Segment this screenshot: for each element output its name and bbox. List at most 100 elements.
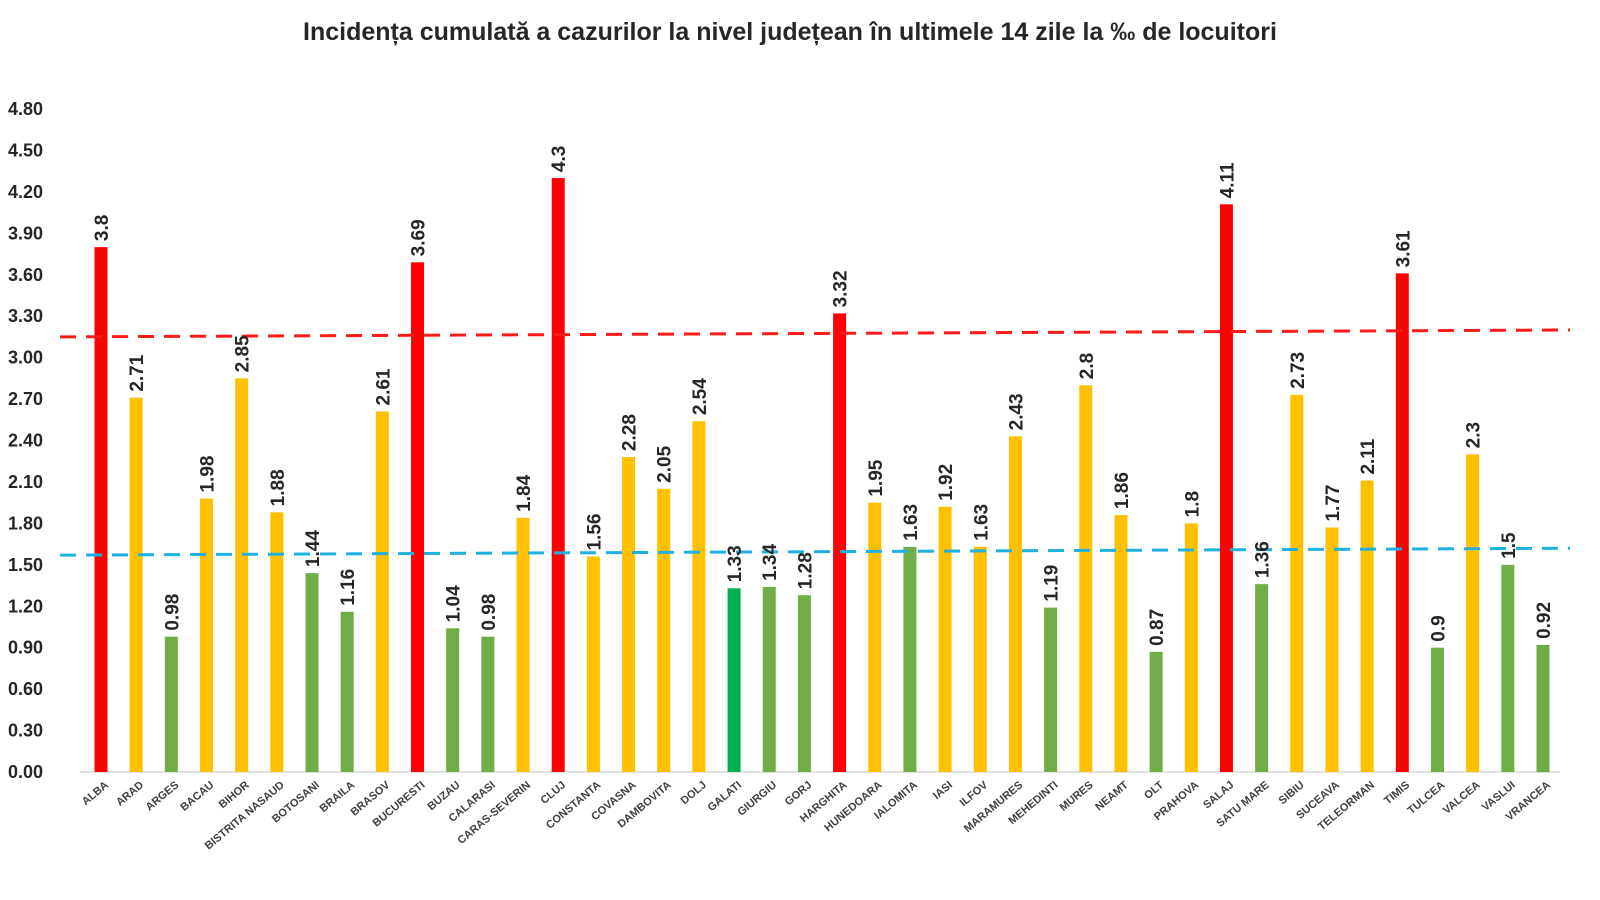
- bar-arad: [129, 397, 143, 772]
- x-tick-label: MURES: [1058, 779, 1096, 814]
- value-label: 1.44: [303, 530, 324, 567]
- value-label: 0.98: [162, 594, 183, 631]
- bar-neamt: [1114, 515, 1128, 772]
- value-label: 1.86: [1112, 472, 1133, 509]
- value-label: 1.33: [725, 545, 746, 582]
- y-tick-label: 4.80: [8, 99, 43, 119]
- bar-galati: [727, 588, 741, 772]
- value-label: 1.36: [1253, 541, 1274, 578]
- value-label: 2.85: [233, 335, 254, 372]
- x-tick-label: TULCEA: [1406, 779, 1448, 817]
- x-tick-label: BACAU: [178, 779, 216, 814]
- value-label: 0.92: [1534, 602, 1555, 639]
- value-label: 0.87: [1147, 609, 1168, 646]
- value-label: 2.43: [1006, 393, 1027, 430]
- bar-maramures: [1008, 436, 1022, 772]
- bar-mures: [1079, 385, 1093, 772]
- value-label: 3.69: [409, 219, 430, 256]
- bar-braila: [340, 611, 354, 772]
- reference-lines: [59, 328, 1571, 557]
- bar-vrancea: [1536, 644, 1550, 772]
- value-label: 1.98: [198, 456, 219, 493]
- value-label: 1.16: [338, 569, 359, 606]
- value-label: 0.9: [1428, 615, 1449, 641]
- bar-harghita: [833, 313, 847, 772]
- bar-cluj: [551, 178, 565, 772]
- value-label: 2.71: [127, 354, 148, 391]
- x-tick-label: TIMIS: [1382, 779, 1412, 807]
- y-tick-label: 3.00: [8, 348, 43, 368]
- bar-teleorman: [1360, 480, 1374, 772]
- value-label: 2.11: [1358, 438, 1379, 474]
- bar-vaslui: [1501, 564, 1515, 772]
- y-tick-label: 2.10: [8, 472, 43, 492]
- y-axis: 0.00 0.30 0.60 0.90 1.20 1.50 1.80 2.10 2.40 2.70…: [8, 99, 43, 782]
- x-tick-label: GIURGIU: [735, 779, 779, 818]
- bar-ialomita: [903, 546, 917, 772]
- y-tick-label: 0.30: [8, 721, 43, 741]
- value-label: 2.05: [655, 445, 676, 482]
- value-label: 0.98: [479, 594, 500, 631]
- value-label: 3.61: [1393, 230, 1414, 267]
- y-tick-label: 3.60: [8, 265, 43, 285]
- x-tick-label: NEAMT: [1093, 779, 1131, 814]
- bar-covasna: [622, 457, 636, 772]
- y-tick-label: 3.30: [8, 306, 43, 326]
- y-tick-label: 4.20: [8, 182, 43, 202]
- value-label: 4.11: [1217, 162, 1238, 198]
- x-tick-label: DOLJ: [679, 779, 709, 807]
- y-tick-label: 2.70: [8, 389, 43, 409]
- y-tick-label: 1.20: [8, 596, 43, 616]
- value-label: 2.61: [373, 368, 394, 405]
- x-tick-label: ARAD: [114, 779, 146, 809]
- bar-prahova: [1184, 523, 1198, 772]
- x-tick-label: ILFOV: [958, 779, 991, 809]
- y-tick-label: 2.40: [8, 431, 43, 451]
- bar-giurgiu: [762, 586, 776, 772]
- bar-dolj: [692, 421, 706, 772]
- value-label: 1.92: [936, 464, 957, 501]
- value-label: 1.84: [514, 474, 535, 511]
- y-tick-label: 1.50: [8, 555, 43, 575]
- bar-buzau: [446, 628, 460, 772]
- value-label: 2.54: [690, 378, 711, 415]
- value-label: 2.73: [1288, 352, 1309, 389]
- value-label: 1.56: [584, 514, 605, 551]
- bar-olt: [1149, 651, 1163, 772]
- bar-sibiu: [1290, 394, 1304, 772]
- value-label: 1.63: [901, 504, 922, 541]
- value-label: 2.3: [1464, 422, 1485, 448]
- x-tick-label: ALBA: [80, 779, 111, 808]
- bar-bihor: [235, 378, 249, 772]
- y-tick-label: 1.80: [8, 513, 43, 533]
- bar-arges: [164, 636, 178, 772]
- bar-bucuresti: [411, 262, 425, 772]
- bar-hunedoara: [868, 502, 882, 772]
- value-label: 3.32: [831, 270, 852, 307]
- value-label: 3.8: [92, 215, 113, 241]
- bar-satu-mare: [1255, 584, 1269, 772]
- blue-threshold-line: [59, 546, 1571, 557]
- bar-calarasi: [481, 636, 495, 772]
- x-tick-label: IASI: [931, 779, 955, 802]
- y-tick-label: 0.60: [8, 679, 43, 699]
- bar-caras-severin: [516, 517, 530, 772]
- y-tick-label: 4.50: [8, 140, 43, 160]
- value-label: 1.19: [1042, 565, 1063, 602]
- bar-botosani: [305, 573, 319, 772]
- bar-suceava: [1325, 527, 1339, 772]
- value-label: 1.28: [795, 552, 816, 589]
- chart-title: Incidența cumulată a cazurilor la nivel …: [303, 18, 1277, 46]
- bar-salaj: [1219, 204, 1233, 772]
- value-label: 1.04: [444, 585, 465, 622]
- x-tick-label: GORJ: [783, 779, 815, 808]
- value-label: 1.8: [1182, 491, 1203, 517]
- bar-gorj: [797, 595, 811, 772]
- bar-iasi: [938, 506, 952, 772]
- bar-bacau: [200, 498, 214, 772]
- x-tick-label: CLUJ: [538, 779, 568, 807]
- bar-tulcea: [1430, 647, 1444, 772]
- bar-alba: [94, 247, 108, 772]
- bar-ilfov: [973, 546, 987, 772]
